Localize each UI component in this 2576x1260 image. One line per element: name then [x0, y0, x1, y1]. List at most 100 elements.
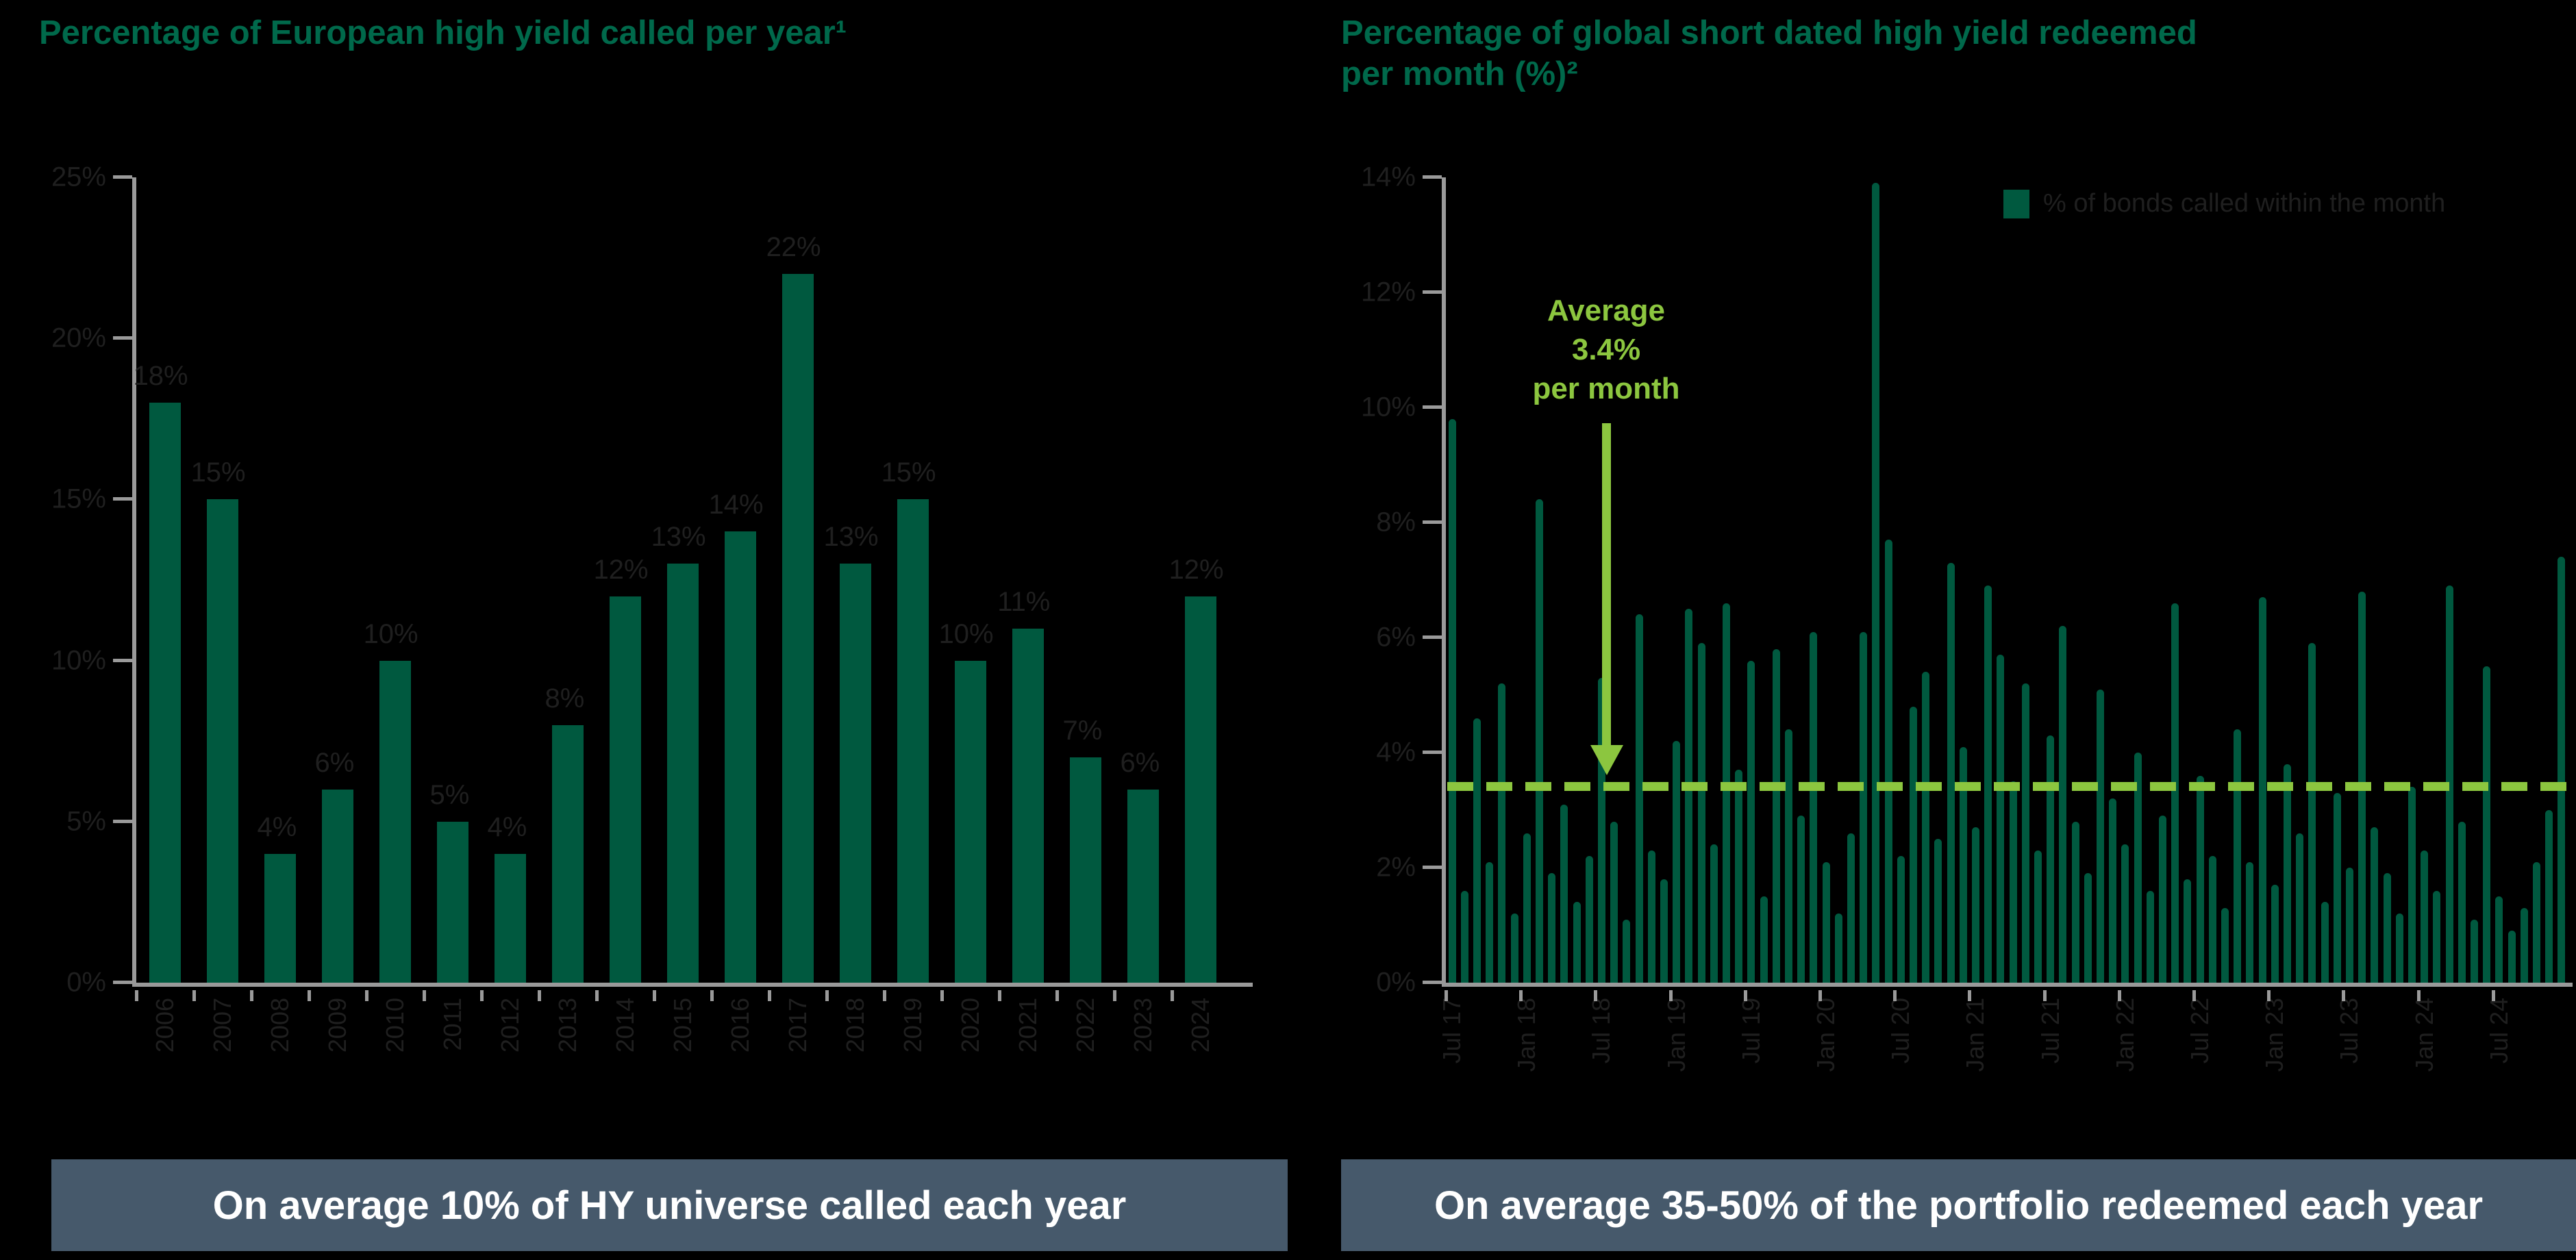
bar — [2208, 856, 2216, 983]
x-axis-tick-label: 2023 — [1129, 998, 1157, 1053]
bar — [2096, 689, 2104, 983]
x-axis-tick — [653, 990, 656, 1001]
y-axis-tick — [1423, 520, 1442, 524]
bar-value-label: 5% — [429, 779, 470, 810]
x-axis-tick-label: 2021 — [1014, 998, 1042, 1053]
right-chart-title: Percentage of global short dated high yi… — [1341, 12, 2540, 94]
bar-value-label: 15% — [190, 457, 246, 488]
bar-value-label: 13% — [823, 522, 879, 553]
x-axis-tick — [2192, 990, 2196, 1001]
bar-value-label: 12% — [1168, 554, 1224, 585]
bar — [1498, 683, 1506, 983]
bar — [782, 274, 814, 983]
bar — [495, 853, 526, 983]
bar — [437, 821, 468, 983]
bar — [1560, 804, 1568, 983]
y-axis-tick-label: 0% — [1376, 967, 1416, 998]
x-axis-tick — [1594, 990, 1598, 1001]
y-axis-tick — [1423, 290, 1442, 294]
x-axis-tick — [1171, 990, 1174, 1001]
x-axis-tick-label: 2012 — [496, 998, 524, 1053]
bar — [2047, 735, 2055, 983]
bar — [2221, 907, 2229, 983]
x-axis-tick — [1668, 990, 1673, 1001]
bar — [1959, 746, 1967, 983]
left-chart-plot: 0% 5% 10% 15% 20% 25% 18% 15% 4% 6% 10% 5% 4% 8% 12% 13… — [51, 162, 1253, 1053]
bar — [610, 596, 641, 983]
right-chart-title-line2: per month (%)² — [1341, 55, 1578, 92]
x-axis-tick — [480, 990, 484, 1001]
bar — [2308, 643, 2316, 983]
bar — [667, 564, 699, 983]
y-axis-tick-label: 14% — [1360, 162, 1416, 192]
x-axis-tick-label: Jul 20 — [1886, 998, 1915, 1064]
bar-value-label: 13% — [651, 522, 706, 553]
x-axis-tick — [998, 990, 1001, 1001]
x-axis-tick — [1519, 990, 1523, 1001]
left-banner-text: On average 10% of HY universe called eac… — [212, 1183, 1127, 1228]
x-axis-tick — [365, 990, 368, 1001]
x-axis-tick-label: 2024 — [1186, 998, 1214, 1053]
x-axis-tick-label: 2020 — [956, 998, 984, 1053]
bar — [840, 564, 871, 983]
x-axis-tick-label: Jan 19 — [1662, 998, 1690, 1072]
bar — [1772, 648, 1780, 983]
bar — [1548, 873, 1556, 983]
bar — [1884, 540, 1892, 983]
bar — [2246, 861, 2254, 983]
bar — [2059, 626, 2067, 983]
bar — [725, 531, 756, 983]
y-axis-tick — [1423, 175, 1442, 179]
bar — [1486, 861, 1494, 983]
x-axis-tick — [423, 990, 426, 1001]
average-arrow-line — [1602, 423, 1611, 745]
bar — [1635, 614, 1643, 983]
x-axis-tick-label: 2008 — [266, 998, 294, 1053]
right-chart-title-line1: Percentage of global short dated high yi… — [1341, 14, 2197, 51]
bar — [1573, 902, 1581, 983]
bar — [2146, 890, 2154, 983]
x-axis-tick — [192, 990, 196, 1001]
bar — [2532, 861, 2540, 983]
left-chart-title: Percentage of European high yield called… — [39, 14, 847, 51]
bar — [2508, 931, 2516, 983]
bar — [1685, 609, 1693, 983]
x-axis-tick-label: Jan 22 — [2110, 998, 2139, 1072]
x-axis-tick — [2416, 990, 2421, 1001]
bar — [2345, 868, 2353, 983]
bar — [2021, 683, 2029, 983]
y-axis-tick — [113, 336, 132, 340]
bar — [1070, 757, 1101, 983]
x-axis-tick-label: Jul 22 — [2186, 998, 2214, 1064]
x-axis-tick — [825, 990, 829, 1001]
bar — [1747, 660, 1755, 983]
x-axis-tick — [135, 990, 138, 1001]
bar — [1735, 770, 1743, 983]
average-annotation-line2: 3.4% — [1571, 333, 1641, 366]
x-axis-tick — [2117, 990, 2121, 1001]
bar — [1797, 816, 1805, 983]
x-axis-tick — [1444, 990, 1448, 1001]
x-axis-tick — [1055, 990, 1059, 1001]
bar — [2084, 873, 2092, 983]
bar — [2134, 753, 2142, 983]
x-axis-tick-label: Jul 18 — [1587, 998, 1616, 1064]
y-axis-tick-label: 4% — [1376, 737, 1416, 768]
bar — [1460, 890, 1468, 983]
bar — [1760, 896, 1768, 983]
bar — [2321, 902, 2329, 983]
x-axis-tick — [2267, 990, 2271, 1001]
bar — [1610, 821, 1618, 983]
y-axis-tick-label: 10% — [1360, 392, 1416, 423]
bar — [2433, 890, 2441, 983]
legend-marker-swatch — [2003, 189, 2029, 218]
bar — [2483, 666, 2491, 983]
bar — [1847, 833, 1855, 983]
bar — [1822, 861, 1830, 983]
x-axis-tick-label: 2006 — [151, 998, 179, 1053]
bar — [1997, 655, 2005, 983]
bar — [2458, 821, 2466, 983]
y-axis-tick-label: 12% — [1360, 277, 1416, 307]
x-axis-tick — [595, 990, 599, 1001]
